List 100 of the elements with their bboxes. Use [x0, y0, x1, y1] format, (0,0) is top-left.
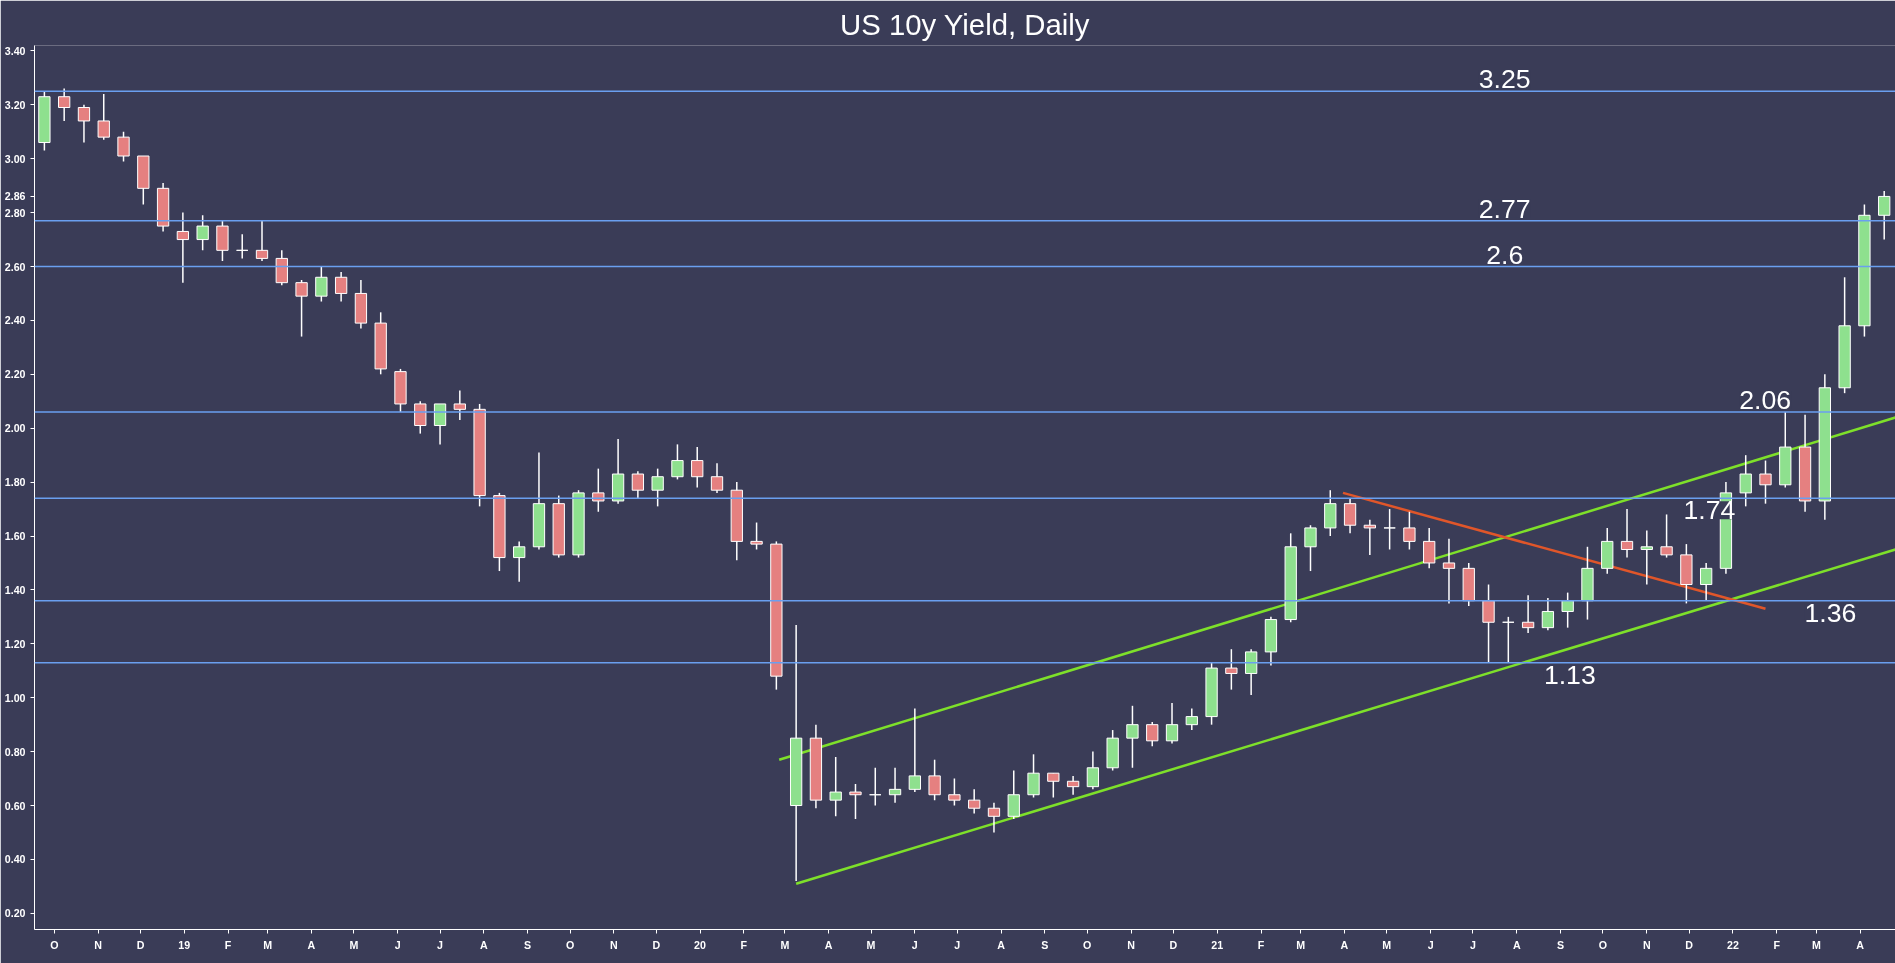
candlestick	[829, 756, 842, 818]
x-tick-label: A	[307, 938, 316, 951]
x-tick-label: N	[1642, 938, 1651, 951]
candlestick	[77, 104, 91, 144]
candlestick	[1620, 508, 1634, 559]
candlestick	[1640, 529, 1653, 586]
candlestick	[433, 403, 447, 446]
y-tick-label: 0.40	[4, 853, 26, 866]
x-tick-label: J	[437, 938, 444, 951]
y-tick-label: 0.20	[4, 907, 26, 920]
x-tick-label: D	[136, 938, 145, 951]
candlestick	[255, 219, 269, 262]
y-tick-label: 1.60	[4, 530, 26, 543]
x-tick-label: 21	[1211, 938, 1224, 951]
x-tick-label: M	[263, 938, 273, 951]
candlestick	[1660, 513, 1673, 559]
x-tick-label: M	[349, 938, 359, 951]
x-tick-label: J	[1470, 938, 1477, 951]
candlestick	[1700, 562, 1713, 602]
candlestick	[1442, 537, 1456, 605]
ref-line-label: 2.6	[1486, 239, 1524, 270]
x-tick-label: 20	[694, 938, 707, 951]
candlestick	[1739, 454, 1752, 508]
x-tick-label: J	[394, 938, 401, 951]
candlestick	[592, 467, 605, 513]
candlestick	[1146, 721, 1159, 747]
candlestick	[1343, 497, 1357, 535]
x-tick-label: J	[954, 938, 961, 951]
x-tick-label: A	[997, 938, 1006, 951]
candlestick	[414, 400, 427, 435]
y-tick-label: 2.86	[4, 190, 26, 203]
y-tick-label: 2.00	[4, 422, 26, 435]
y-tick-label: 3.40	[4, 44, 26, 57]
y-tick-label: 2.40	[4, 314, 26, 327]
candlestick	[236, 233, 249, 260]
candlestick	[908, 707, 921, 793]
candlestick	[513, 540, 526, 583]
candlestick	[1403, 511, 1416, 551]
candlestick	[710, 462, 724, 494]
candlestick	[334, 271, 348, 303]
y-tick-label: 0.60	[4, 799, 26, 812]
candlestick	[117, 130, 130, 163]
candlestick	[1126, 705, 1139, 769]
x-tick-label: D	[1685, 938, 1694, 951]
candlestick	[453, 389, 466, 421]
candlestick	[869, 767, 882, 807]
candlestick	[671, 443, 684, 481]
x-tick-label: N	[94, 938, 102, 951]
candlestick	[1047, 772, 1060, 799]
candlestick	[1482, 583, 1495, 664]
candlestick	[1541, 597, 1555, 632]
x-tick-label: 22	[1727, 938, 1739, 951]
candlestick	[295, 279, 308, 338]
candlestick	[97, 93, 110, 141]
candlestick	[987, 802, 1001, 834]
candlestick	[315, 265, 328, 303]
ref-line-label: 2.77	[1478, 193, 1531, 224]
candlestick	[1521, 594, 1535, 634]
x-tick-label: J	[911, 938, 918, 951]
ref-line-label: 1.36	[1804, 597, 1857, 628]
chart-title: US 10y Yield, Daily	[840, 7, 1090, 41]
x-tick-label: M	[1296, 938, 1306, 951]
candlestick	[1066, 775, 1080, 796]
x-tick-label: S	[1557, 938, 1565, 951]
x-tick-label: A	[1856, 938, 1865, 951]
candlestick	[691, 446, 704, 489]
candlestick	[849, 783, 862, 820]
ref-line-label: 3.25	[1478, 64, 1531, 95]
x-tick-label: M	[780, 938, 790, 951]
ref-line-label: 2.06	[1739, 385, 1792, 416]
y-tick-label: 1.80	[4, 476, 26, 489]
candlestick	[1185, 707, 1198, 731]
candlestick	[1878, 190, 1891, 241]
candlestick	[1165, 702, 1179, 745]
x-tick-label: F	[1773, 938, 1781, 951]
x-tick-label: A	[480, 938, 489, 951]
candlestick	[196, 214, 209, 252]
candlestick	[1304, 524, 1317, 572]
x-tick-label: M	[1811, 938, 1821, 951]
candlestick	[750, 521, 763, 551]
x-tick-label: D	[1169, 938, 1178, 951]
candlestick	[888, 767, 902, 804]
x-tick-label: O	[1598, 938, 1608, 951]
y-tick-label: 2.60	[4, 260, 26, 273]
x-tick-label: M	[866, 938, 876, 951]
y-tick-label: 2.20	[4, 368, 26, 381]
candlestick	[1502, 616, 1515, 664]
x-tick-label: A	[1512, 938, 1521, 951]
x-tick-label: N	[610, 938, 618, 951]
y-tick-label: 3.00	[4, 152, 26, 165]
y-tick-label: 1.00	[4, 691, 26, 704]
candlestick	[1086, 750, 1100, 791]
candlestick	[1027, 753, 1040, 799]
x-tick-label: J	[1427, 938, 1434, 951]
x-tick-label: S	[524, 938, 532, 951]
y-tick-label: 1.40	[4, 583, 26, 596]
y-tick-label: 3.20	[4, 98, 26, 111]
ref-line-label: 1.13	[1543, 659, 1596, 690]
x-tick-label: F	[740, 938, 748, 951]
x-tick-label: F	[224, 938, 232, 951]
